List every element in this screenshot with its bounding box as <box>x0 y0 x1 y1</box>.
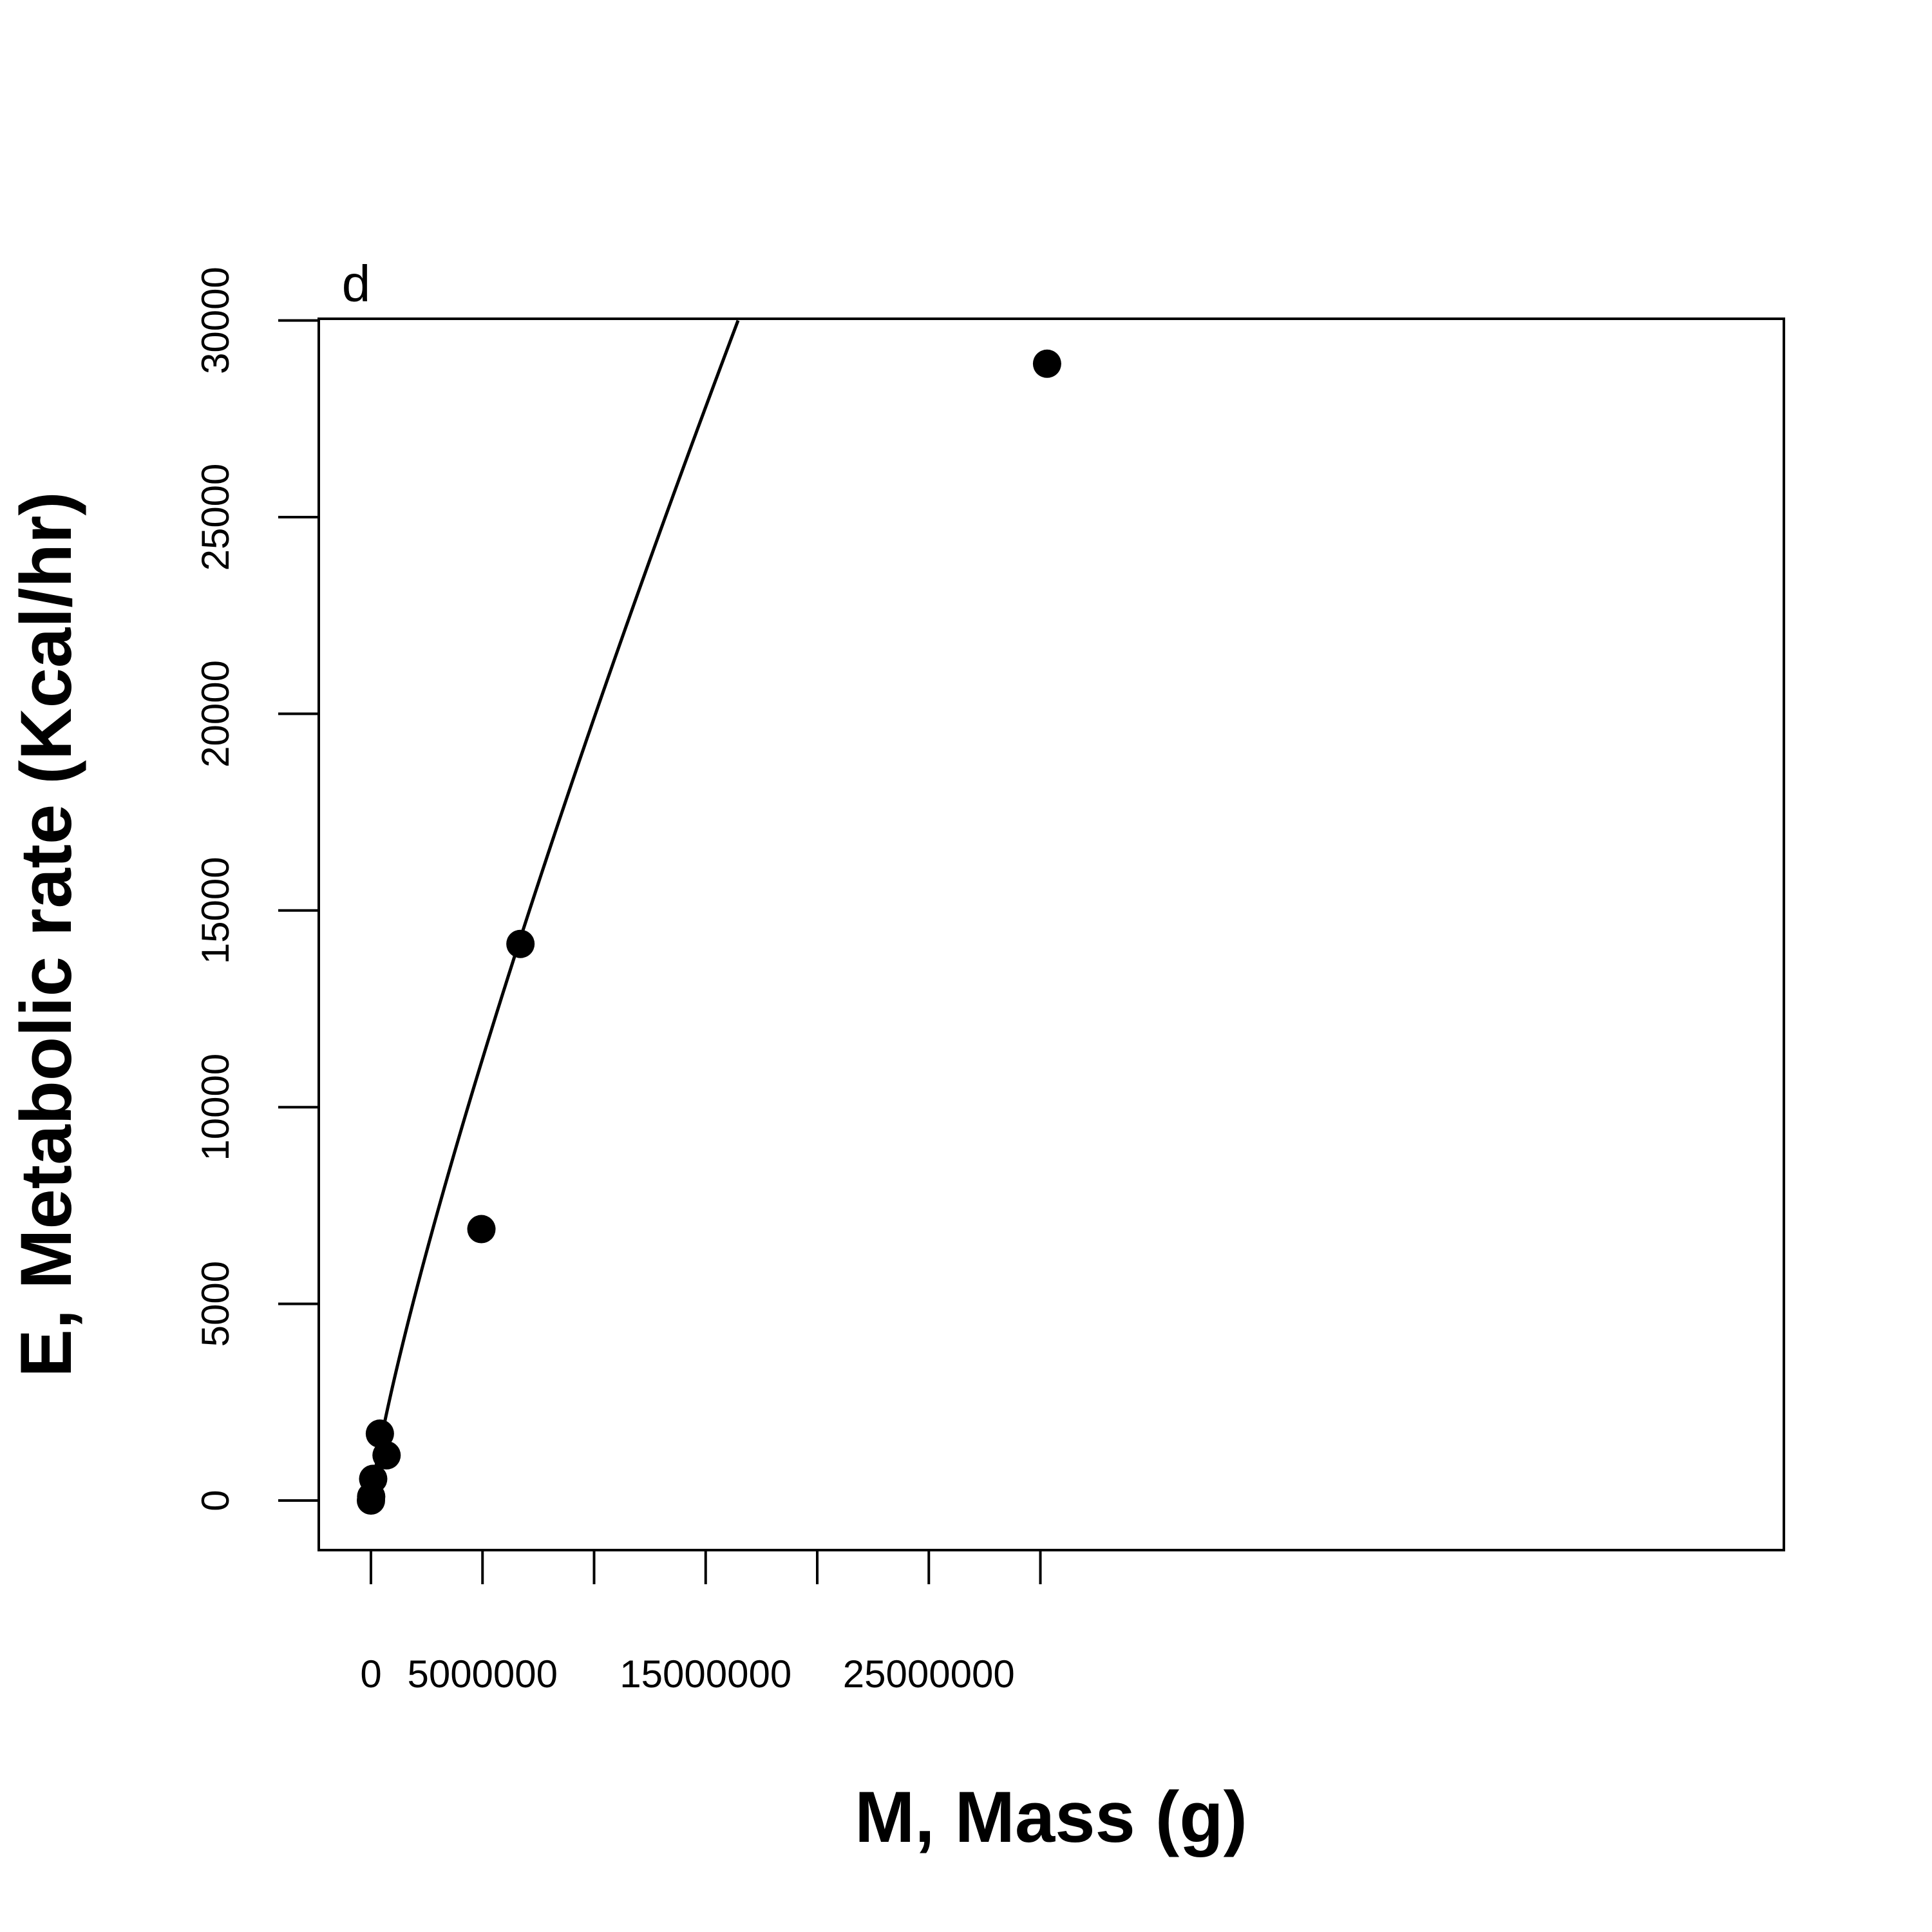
y-tick-label: 25000 <box>194 464 237 571</box>
y-tick-label: 0 <box>194 1490 237 1511</box>
data-point <box>359 1464 388 1493</box>
x-tick-label: 15000000 <box>620 1653 791 1696</box>
y-axis: 0 5000 10000 15000 20000 25000 30000 <box>194 267 320 1511</box>
x-tick-label: 5000000 <box>407 1653 558 1696</box>
y-tick-label: 5000 <box>194 1261 237 1347</box>
x-tick-label: 25000000 <box>843 1653 1015 1696</box>
panel-label: d <box>342 255 371 312</box>
data-point <box>365 1419 394 1448</box>
fit-curve <box>369 319 740 1501</box>
data-point <box>506 929 535 958</box>
x-tick-label: 0 <box>360 1653 381 1696</box>
x-axis-title: M, Mass (g) <box>855 1777 1247 1857</box>
y-tick-label: 10000 <box>194 1054 237 1161</box>
data-point <box>1032 349 1061 378</box>
data-point <box>372 1441 401 1470</box>
plot-frame <box>317 317 1785 1551</box>
y-tick-label: 20000 <box>194 660 237 768</box>
x-axis: 0 5000000 15000000 25000000 <box>360 1549 1042 1696</box>
y-axis-title: E, Metabolic rate (Kcal/hr) <box>6 491 86 1377</box>
data-points <box>357 349 1061 1515</box>
data-point <box>467 1215 496 1244</box>
y-tick-label: 30000 <box>194 267 237 374</box>
y-tick-label: 15000 <box>194 857 237 964</box>
